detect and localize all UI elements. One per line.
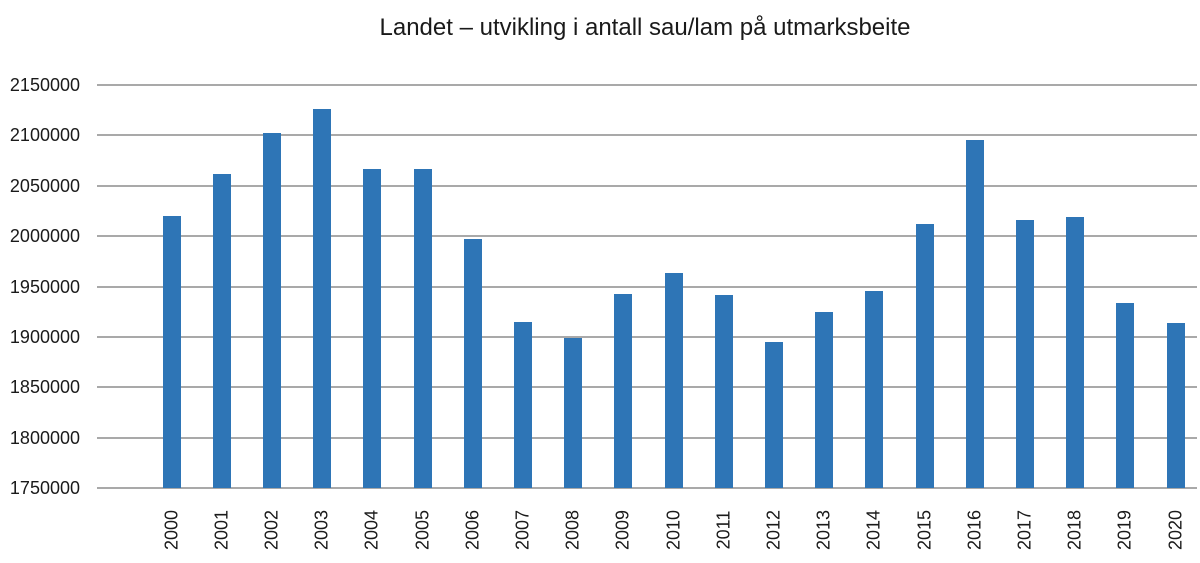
x-axis-tick-label-2005: 2005 xyxy=(412,509,432,551)
x-axis-tick-label-2012: 2012 xyxy=(763,509,784,551)
x-axis-tick-label-2003: 2003 xyxy=(311,509,332,551)
x-axis-tick-label-2004: 2004 xyxy=(361,509,382,551)
bar-2018 xyxy=(1066,216,1085,488)
x-axis-tick-label-2020: 2020 xyxy=(1165,509,1185,551)
y-axis-tick-label: 2000000 xyxy=(9,226,80,247)
bar-2006 xyxy=(463,239,482,488)
y-axis-tick-label: 1750000 xyxy=(9,478,80,498)
x-axis-tick-label-2009: 2009 xyxy=(612,509,633,551)
bar-2007 xyxy=(513,321,532,488)
x-axis-tick-label-2018: 2018 xyxy=(1064,509,1085,551)
x-axis-tick-label-2006: 2006 xyxy=(462,509,483,551)
bar-2008 xyxy=(564,337,583,488)
bar-2005 xyxy=(413,168,432,488)
chart-title: Landet – utvikling i antall sau/lam på u… xyxy=(379,14,911,41)
bar-2001 xyxy=(212,173,231,488)
bar-2019 xyxy=(1116,302,1135,488)
x-axis-tick-label-2001: 2001 xyxy=(211,509,232,551)
y-axis-tick-label: 1950000 xyxy=(9,276,80,297)
gridline-1800000 xyxy=(97,436,1197,439)
gridline-2000000 xyxy=(97,235,1197,238)
bar-2000 xyxy=(162,215,181,488)
bar-2004 xyxy=(363,168,382,488)
bar-2013 xyxy=(815,311,834,488)
gridline-2100000 xyxy=(97,134,1197,137)
x-axis-tick-label-2008: 2008 xyxy=(562,509,583,551)
y-axis-tick-label: 2150000 xyxy=(9,75,80,95)
x-axis-tick-label-2000: 2000 xyxy=(161,509,181,551)
gridline-2050000 xyxy=(97,184,1197,187)
x-axis-tick-label-2014: 2014 xyxy=(863,509,884,551)
bar-2003 xyxy=(313,109,332,488)
x-axis-tick-label-2015: 2015 xyxy=(914,509,934,551)
x-axis-tick-label-2019: 2019 xyxy=(1114,509,1135,551)
x-axis-tick-label-2002: 2002 xyxy=(261,509,282,551)
bar-2017 xyxy=(1015,220,1034,488)
gridline-1850000 xyxy=(97,386,1197,389)
y-axis-tick-label: 2100000 xyxy=(9,125,80,146)
bar-2020 xyxy=(1166,322,1185,488)
y-axis-tick-label: 2050000 xyxy=(9,175,80,196)
x-axis-tick-label-2011: 2011 xyxy=(713,510,734,550)
y-axis-tick-label: 1800000 xyxy=(9,427,80,448)
y-axis-tick-label: 1850000 xyxy=(9,377,80,398)
x-axis-tick-label-2007: 2007 xyxy=(512,509,533,551)
bar-2014 xyxy=(865,290,884,488)
bar-2002 xyxy=(262,133,281,488)
bar-2016 xyxy=(965,140,984,488)
y-axis-tick-label: 1900000 xyxy=(9,326,80,347)
bar-2009 xyxy=(614,293,633,488)
bar-2012 xyxy=(764,341,783,488)
gridline-2150000 xyxy=(97,84,1197,86)
x-axis-tick-label-2016: 2016 xyxy=(964,509,985,551)
bar-2011 xyxy=(714,294,733,488)
x-axis-tick-label-2010: 2010 xyxy=(663,509,683,551)
bar-2015 xyxy=(915,224,934,488)
gridline-1900000 xyxy=(97,335,1197,338)
gridline-1750000 xyxy=(97,487,1197,489)
x-axis-tick-label-2017: 2017 xyxy=(1014,509,1035,551)
bar-2010 xyxy=(664,273,683,488)
gridline-1950000 xyxy=(97,285,1197,288)
x-axis-tick-label-2013: 2013 xyxy=(813,509,834,551)
